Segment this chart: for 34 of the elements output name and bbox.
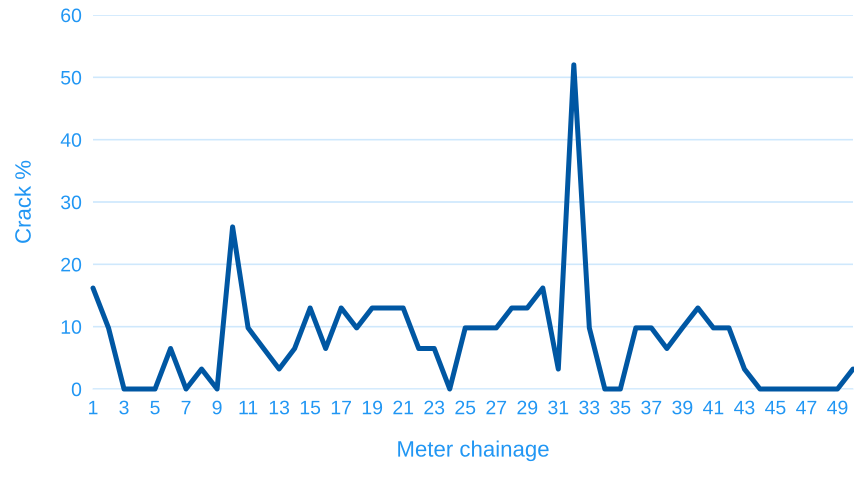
x-tick-label: 35 xyxy=(610,400,630,414)
x-tick-label: 3 xyxy=(119,400,129,414)
x-axis-title: Meter chainage xyxy=(398,440,549,462)
x-tick-label: 43 xyxy=(734,400,754,414)
y-tick-label: 0 xyxy=(72,382,82,396)
x-tick-label: 37 xyxy=(641,400,662,414)
x-tick-label: 23 xyxy=(424,400,444,414)
x-tick-label: 47 xyxy=(796,400,816,414)
x-tick-label: 25 xyxy=(455,400,476,414)
x-tick-label: 29 xyxy=(517,400,538,414)
y-tick-label: 60 xyxy=(61,8,82,22)
y-tick-label: 30 xyxy=(61,195,82,210)
x-tick-label: 21 xyxy=(393,400,414,414)
x-tick-label: 27 xyxy=(486,400,506,414)
x-tick-label: 15 xyxy=(300,400,320,414)
y-tick-label: 40 xyxy=(60,133,82,147)
y-tick-label: 50 xyxy=(61,70,82,85)
x-tick-label: 41 xyxy=(703,400,724,414)
x-tick-label: 13 xyxy=(270,400,290,414)
x-tick-label: 11 xyxy=(239,400,258,414)
x-tick-label: 1 xyxy=(89,400,98,414)
y-axis-title: Crack % xyxy=(14,160,31,243)
y-tick-label: 20 xyxy=(61,258,82,272)
x-tick-label: 7 xyxy=(182,400,190,414)
x-tick-label: 19 xyxy=(362,400,382,414)
x-tick-label: 17 xyxy=(332,400,351,414)
y-tick-label: 10 xyxy=(62,320,82,334)
x-tick-label: 39 xyxy=(672,400,692,414)
x-tick-label: 33 xyxy=(579,400,600,414)
x-tick-label: 9 xyxy=(212,400,222,414)
x-tick-label: 5 xyxy=(150,400,160,414)
x-tick-label: 49 xyxy=(827,400,848,414)
x-tick-label: 31 xyxy=(548,400,568,414)
x-tick-label: 45 xyxy=(765,400,786,414)
